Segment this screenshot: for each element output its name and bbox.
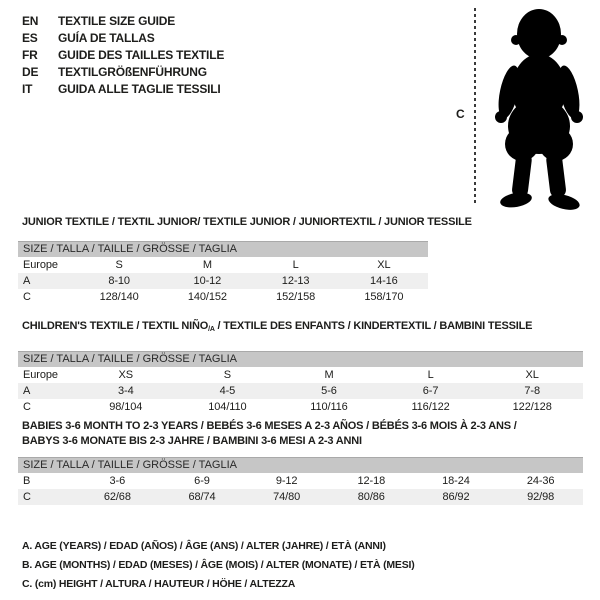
size-cell: 68/74 <box>188 491 216 503</box>
language-row-fr: FR GUIDE DES TAILLES TEXTILE <box>22 47 224 64</box>
size-cell: 74/80 <box>273 491 301 503</box>
size-cell: 6-9 <box>194 475 210 487</box>
height-measure-line <box>474 8 476 206</box>
size-cell: 128/140 <box>99 291 139 303</box>
row-label: Europe <box>23 369 58 381</box>
size-cell: 24-36 <box>526 475 555 487</box>
size-header-bar: SIZE / TALLA / TAILLE / GRÖSSE / TAGLIA <box>18 457 583 473</box>
size-cell: 158/170 <box>364 291 404 303</box>
size-cell: 80/86 <box>357 491 385 503</box>
size-cell: 104/110 <box>208 401 247 413</box>
row-label: Europe <box>23 259 58 271</box>
row-label: C <box>23 401 31 413</box>
size-cell: 12-18 <box>357 475 386 487</box>
size-cell: 8-10 <box>108 275 130 287</box>
children-title-subscript: /A <box>208 326 215 333</box>
size-cell: 7-8 <box>524 385 540 397</box>
size-cell: 98/104 <box>109 401 143 413</box>
table-row: C 62/68 68/74 74/80 80/86 86/92 92/98 <box>18 489 583 505</box>
size-cell: 122/128 <box>512 401 552 413</box>
size-cell: 10-12 <box>193 275 222 287</box>
babies-title-line1: BABIES 3-6 MONTH TO 2-3 YEARS / BEBÉS 3-… <box>22 420 517 432</box>
language-code: DE <box>22 65 39 79</box>
size-cell: 9-12 <box>275 475 298 487</box>
size-cell: XL <box>525 369 539 381</box>
table-row: C 128/140 140/152 152/158 158/170 <box>18 289 428 305</box>
junior-table-title: JUNIOR TEXTILE / TEXTIL JUNIOR/ TEXTILE … <box>22 216 472 228</box>
language-row-it: IT GUIDA ALLE TAGLIE TESSILI <box>22 81 224 98</box>
size-cell: L <box>292 259 299 271</box>
size-header-bar: SIZE / TALLA / TAILLE / GRÖSSE / TAGLIA <box>18 351 583 367</box>
size-cell: 5-6 <box>321 385 337 397</box>
language-title: TEXTILGRÖßENFÜHRUNG <box>58 65 207 79</box>
babies-size-table: B 3-6 6-9 9-12 12-18 18-24 24-36 C 62/68 68/74 74/… <box>18 473 583 505</box>
babies-textile-section: BABIES 3-6 MONTH TO 2-3 YEARS / BEBÉS 3-… <box>18 419 583 505</box>
language-code: IT <box>22 82 33 96</box>
row-label: C <box>23 491 31 503</box>
table-row: A 8-10 10-12 12-13 14-16 <box>18 273 428 289</box>
language-list: EN TEXTILE SIZE GUIDE ES GUÍA DE TALLAS … <box>22 13 224 98</box>
table-row: B 3-6 6-9 9-12 12-18 18-24 24-36 <box>18 473 583 489</box>
size-cell: S <box>223 369 232 381</box>
babies-title-line2: BABYS 3-6 MONATE BIS 2-3 JAHRE / BAMBINI… <box>22 435 362 447</box>
language-code: FR <box>22 48 38 62</box>
children-title-text: / TEXTILE DES ENFANTS / KINDERTEXTIL / B… <box>214 320 533 332</box>
language-row-en: EN TEXTILE SIZE GUIDE <box>22 13 224 30</box>
size-cell: 92/98 <box>527 491 555 503</box>
size-cell: 86/92 <box>442 491 470 503</box>
size-cell: 62/68 <box>103 491 131 503</box>
size-cell: M <box>324 369 334 381</box>
size-cell: 3-4 <box>117 385 134 397</box>
baby-silhouette-icon <box>495 9 583 210</box>
language-code: EN <box>22 14 39 28</box>
size-cell: 152/158 <box>276 291 316 303</box>
row-label: C <box>23 291 31 303</box>
size-cell: 4-5 <box>219 385 236 397</box>
table-row: Europe XS S M L XL <box>18 367 583 383</box>
table-row: C 98/104 104/110 110/116 116/122 122/128 <box>18 399 583 415</box>
table-row: Europe S M L XL <box>18 257 428 273</box>
height-label: C <box>456 107 465 121</box>
legend-age-months: B. AGE (MONTHS) / EDAD (MESES) / ÂGE (MO… <box>22 559 415 571</box>
size-cell: XL <box>377 259 391 271</box>
junior-textile-section: JUNIOR TEXTILE / TEXTIL JUNIOR/ TEXTILE … <box>18 216 472 305</box>
language-title: TEXTILE SIZE GUIDE <box>58 14 176 28</box>
row-label: A <box>23 275 31 287</box>
size-cell: M <box>202 259 212 271</box>
size-cell: 14-16 <box>370 275 398 287</box>
size-cell: 12-13 <box>281 275 310 287</box>
size-cell: 140/152 <box>187 291 227 303</box>
legend-height-cm: C. (cm) HEIGHT / ALTURA / HAUTEUR / HÖHE… <box>22 578 296 590</box>
children-table-title: CHILDREN'S TEXTILE / TEXTIL NIÑO/A / TEX… <box>22 320 583 336</box>
legend: A. AGE (YEARS) / EDAD (AÑOS) / ÂGE (ANS)… <box>22 537 415 594</box>
language-title: GUIDE DES TAILLES TEXTILE <box>58 48 225 62</box>
size-cell: XS <box>118 369 134 381</box>
language-title: GUIDA ALLE TAGLIE TESSILI <box>58 82 221 96</box>
size-cell: L <box>427 369 434 381</box>
size-cell: 6-7 <box>422 385 439 397</box>
junior-size-table: Europe S M L XL A 8-10 10-12 12-13 14-16 C 128/140 1… <box>18 257 428 305</box>
size-cell: 3-6 <box>109 475 126 487</box>
language-row-es: ES GUÍA DE TALLAS <box>22 30 224 47</box>
children-textile-section: CHILDREN'S TEXTILE / TEXTIL NIÑO/A / TEX… <box>18 320 583 415</box>
children-title-text: CHILDREN'S TEXTILE / TEXTIL NIÑO <box>22 320 209 332</box>
children-size-table: Europe XS S M L XL A 3-4 4-5 5-6 6-7 7-8 C 98/104 104/… <box>18 367 583 415</box>
language-row-de: DE TEXTILGRÖßENFÜHRUNG <box>22 64 224 81</box>
size-cell: S <box>115 259 123 271</box>
size-header-bar: SIZE / TALLA / TAILLE / GRÖSSE / TAGLIA <box>18 241 428 257</box>
table-row: A 3-4 4-5 5-6 6-7 7-8 <box>18 383 583 399</box>
size-cell: 110/116 <box>310 401 348 413</box>
babies-table-title: BABIES 3-6 MONTH TO 2-3 YEARS / BEBÉS 3-… <box>22 419 583 449</box>
language-code: ES <box>22 31 38 45</box>
legend-age-years: A. AGE (YEARS) / EDAD (AÑOS) / ÂGE (ANS)… <box>22 540 386 552</box>
row-label: B <box>23 475 31 487</box>
size-cell: 18-24 <box>442 475 470 487</box>
row-label: A <box>23 385 31 397</box>
language-title: GUÍA DE TALLAS <box>58 31 155 45</box>
size-cell: 116/122 <box>411 401 450 413</box>
